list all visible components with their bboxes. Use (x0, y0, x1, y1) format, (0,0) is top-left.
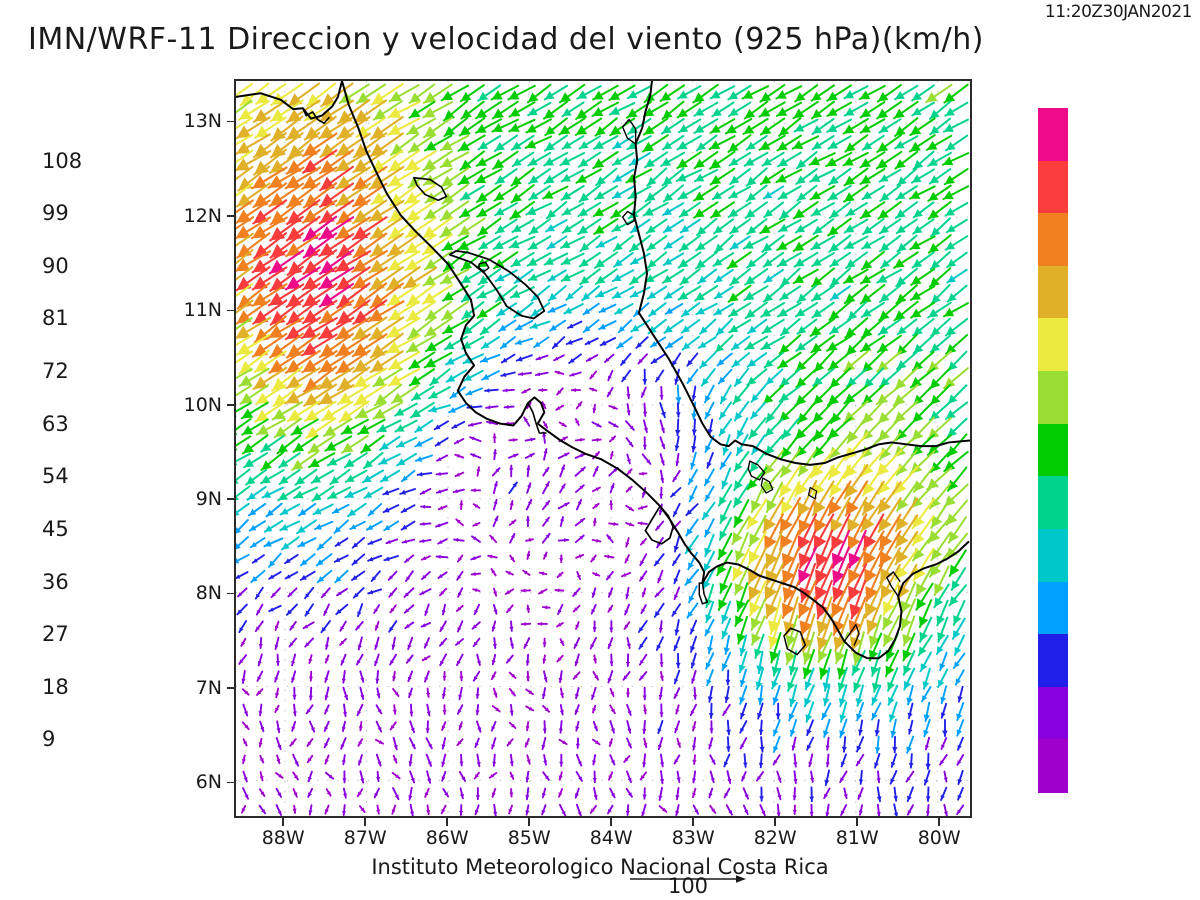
colorbar-tick-label: 72 (42, 359, 69, 384)
lat-tick-label: 10N (183, 393, 222, 416)
lon-tick-mark (774, 818, 776, 826)
colorbar-tick-label: 108 (42, 148, 83, 173)
colorbar-band (1038, 476, 1068, 530)
lat-tick-mark (227, 498, 235, 500)
lon-tick-mark (856, 818, 858, 826)
lon-tick-label: 88W (261, 827, 305, 849)
timestamp-label: 11:20Z30JAN2021 (1044, 2, 1193, 22)
colorbar-band (1038, 423, 1068, 477)
lon-tick-mark (610, 818, 612, 826)
colorbar-tick-label: 36 (42, 569, 69, 594)
colorbar-band (1038, 634, 1068, 688)
colorbar-band (1038, 686, 1068, 740)
lon-tick-label: 86W (425, 827, 469, 849)
lat-tick-mark (227, 687, 235, 689)
lon-tick-mark (692, 818, 694, 826)
lat-tick-label: 12N (183, 204, 222, 227)
lon-tick-mark (282, 818, 284, 826)
lon-tick-mark (446, 818, 448, 826)
lat-tick-label: 9N (195, 487, 222, 510)
colorbar-tick-label: 45 (42, 516, 69, 541)
lon-tick-mark (364, 818, 366, 826)
coastline-overlay (236, 81, 970, 660)
colorbar[interactable] (1038, 108, 1068, 793)
wind-vector-field (236, 82, 970, 816)
reference-vector-label: 100 (667, 874, 709, 898)
colorbar-tick-label: 63 (42, 411, 69, 436)
lon-tick-label: 82W (753, 827, 797, 849)
lon-tick-label: 87W (343, 827, 387, 849)
colorbar-tick-label: 18 (42, 674, 69, 699)
lat-tick-mark (227, 404, 235, 406)
lon-tick-mark (938, 818, 940, 826)
lon-tick-label: 85W (507, 827, 551, 849)
lat-tick-mark (227, 309, 235, 312)
colorbar-band (1038, 528, 1068, 583)
lat-tick-mark (227, 120, 235, 123)
attribution-label: Instituto Meteorologico Nacional Costa R… (371, 855, 829, 879)
colorbar-band (1038, 581, 1068, 635)
lon-tick-label: 81W (835, 827, 879, 849)
colorbar-band (1038, 318, 1068, 372)
colorbar-band (1038, 265, 1068, 320)
lat-tick-mark (227, 592, 235, 595)
lon-tick-label: 83W (671, 827, 715, 849)
colorbar-band (1038, 371, 1068, 425)
colorbar-tick-label: 81 (42, 306, 69, 331)
lon-tick-label: 84W (589, 827, 633, 849)
lat-tick-label: 6N (195, 771, 222, 794)
lon-tick-mark (528, 818, 530, 826)
reference-vector-icon (630, 875, 746, 883)
page-title: IMN/WRF-11 Direccion y velocidad del vie… (28, 22, 984, 57)
colorbar-band (1038, 739, 1068, 793)
colorbar-tick-label: 99 (42, 201, 69, 226)
colorbar-tick-label: 27 (42, 622, 69, 647)
colorbar-band (1038, 213, 1068, 267)
lat-tick-label: 7N (195, 676, 222, 699)
lat-tick-mark (227, 781, 235, 784)
lat-tick-label: 8N (195, 582, 222, 605)
colorbar-tick-label: 54 (42, 464, 69, 489)
colorbar-band (1038, 160, 1068, 214)
lon-tick-label: 80W (917, 827, 961, 849)
lat-tick-label: 13N (183, 110, 222, 133)
colorbar-tick-label: 90 (42, 253, 69, 278)
colorbar-tick-label: 9 (42, 727, 56, 752)
wind-vector-plot[interactable] (234, 79, 972, 818)
lat-tick-mark (227, 215, 235, 217)
lat-tick-label: 11N (183, 299, 222, 322)
colorbar-band (1038, 108, 1068, 162)
